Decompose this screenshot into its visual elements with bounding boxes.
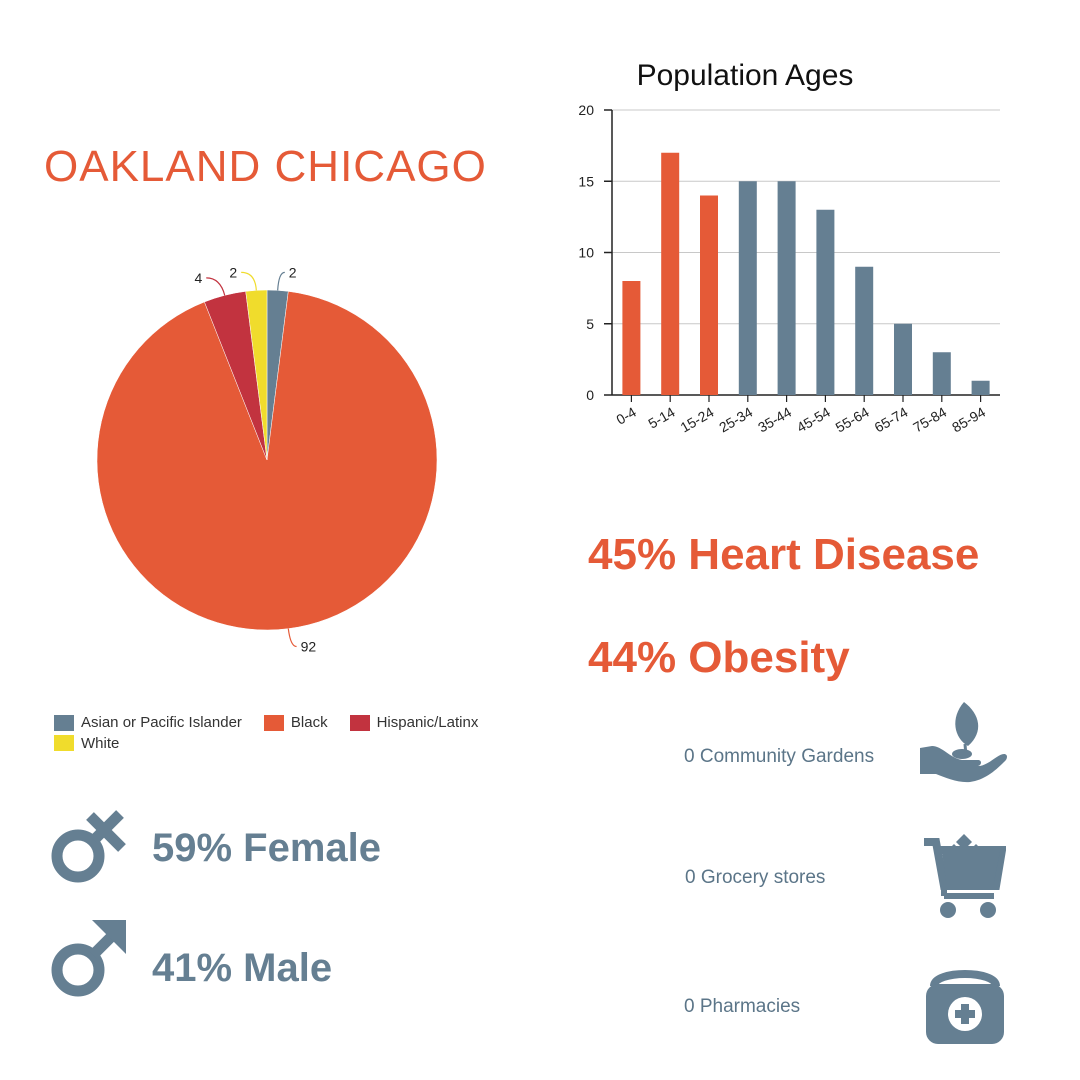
x-tick-label: 15-24: [677, 404, 716, 436]
pie-leader-line: [287, 628, 297, 648]
legend-label: Asian or Pacific Islander: [81, 714, 242, 731]
x-tick-label: 85-94: [949, 404, 988, 436]
x-tick-label: 45-54: [794, 404, 833, 436]
pie-leader-line: [277, 271, 285, 291]
shopping-cart-icon: [922, 832, 1007, 927]
page-title: OAKLAND CHICAGO: [44, 142, 487, 191]
male-symbol-icon: [48, 918, 128, 1005]
community-gardens-stat: 0 Community Gardens: [684, 746, 875, 767]
legend-item: White: [54, 735, 119, 752]
ethnicity-pie-chart: 2 92 4 2: [96, 264, 438, 655]
y-tick-label: 5: [586, 316, 594, 332]
pie-leader-line: [206, 277, 226, 296]
x-tick-label: 0-4: [613, 404, 639, 428]
pie-leader-line: [241, 271, 257, 291]
legend-label: Black: [290, 714, 328, 731]
plant-in-hand-icon: [918, 698, 1008, 793]
pie-data-label: 92: [301, 639, 317, 655]
pie-data-label: 2: [289, 264, 297, 280]
bar-45-54: [816, 209, 835, 395]
bar-65-74: [894, 323, 912, 395]
legend-label: White: [81, 734, 120, 752]
pie-data-label: 2: [229, 264, 237, 280]
bar-85-94: [971, 380, 990, 395]
bar-55-64: [855, 266, 874, 395]
y-tick-label: 20: [578, 102, 594, 118]
bar-75-84: [932, 352, 951, 395]
grocery-stores-stat: 0 Grocery stores: [685, 867, 826, 888]
y-tick-label: 10: [578, 245, 594, 261]
bar-15-24: [700, 195, 718, 395]
bar-25-34: [738, 181, 757, 395]
legend-swatch: [349, 714, 370, 731]
legend-swatch: [54, 714, 74, 731]
legend-item: Asian or Pacific Islander: [54, 714, 242, 731]
x-tick-label: 65-74: [871, 404, 910, 436]
y-tick-label: 0: [586, 387, 594, 403]
legend-item: Hispanic/Latinx: [349, 714, 479, 731]
female-symbol-icon: [48, 806, 128, 891]
bar-0-4: [622, 281, 641, 395]
pie-legend: Asian or Pacific Islander Black Hispanic/L…: [54, 714, 524, 755]
pharmacies-stat: 0 Pharmacies: [684, 996, 801, 1017]
x-tick-label: 5-14: [645, 404, 677, 432]
medical-kit-icon: [924, 960, 1006, 1051]
pie-data-label: 4: [194, 270, 202, 286]
x-tick-label: 35-44: [755, 404, 794, 436]
legend-swatch: [263, 714, 284, 731]
x-tick-label: 55-64: [833, 404, 872, 436]
x-tick-label: 25-34: [716, 404, 755, 436]
x-tick-label: 75-84: [910, 404, 949, 436]
chart-title: Population Ages: [637, 59, 854, 92]
female-stat: 59% Female: [152, 826, 382, 870]
legend-swatch: [54, 735, 74, 751]
y-tick-label: 15: [578, 173, 594, 189]
population-ages-chart: Population Ages 0 5 10 15 20 0-4 5-14 15-24 25-34…: [578, 59, 1000, 436]
legend-item: Black: [263, 714, 328, 731]
heart-disease-stat: 45% Heart Disease: [588, 530, 980, 579]
bar-35-44: [777, 181, 796, 395]
male-stat: 41% Male: [152, 946, 333, 990]
bar-5-14: [661, 152, 680, 395]
obesity-stat: 44% Obesity: [588, 633, 850, 682]
legend-label: Hispanic/Latinx: [376, 714, 479, 731]
pie-slice-black: [96, 291, 438, 631]
